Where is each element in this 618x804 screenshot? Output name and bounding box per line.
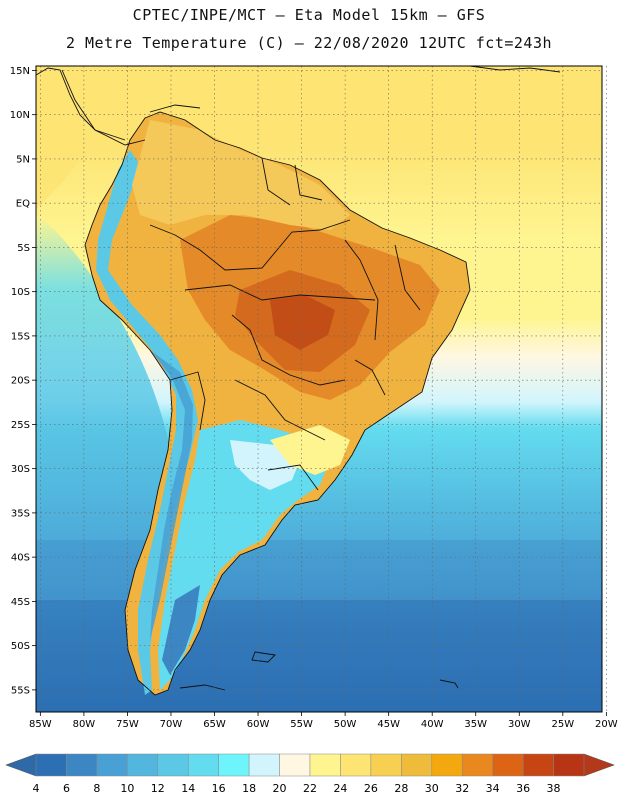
- lon-label: 50W: [334, 719, 357, 730]
- lat-label: EQ: [16, 199, 30, 210]
- central-america-coast: [35, 65, 561, 689]
- legend-swatch: [492, 753, 524, 777]
- legend-swatch: [279, 753, 311, 777]
- lat-label: 45S: [11, 597, 30, 608]
- lat-label: 10S: [11, 287, 30, 298]
- legend-value: 34: [486, 782, 500, 795]
- lat-label: 15S: [11, 331, 30, 342]
- legend-value: 8: [93, 782, 100, 795]
- legend-value: 6: [63, 782, 70, 795]
- country-borders: [61, 69, 471, 696]
- lon-label: 40W: [421, 719, 444, 730]
- lat-label: 35S: [11, 508, 30, 519]
- lat-label: 20S: [11, 376, 30, 387]
- lat-label: 15N: [10, 66, 30, 77]
- legend-value: 12: [151, 782, 165, 795]
- color-legend: 4 6 8 10 12 14 16 18 20 22 24 26 28 30 32 34 36 38: [5, 753, 615, 795]
- legend-value: 4: [33, 782, 40, 795]
- legend-value: 16: [212, 782, 226, 795]
- legend-swatch: [461, 753, 493, 777]
- lon-label: 55W: [290, 719, 313, 730]
- lon-label: 60W: [247, 719, 270, 730]
- legend-value: 30: [425, 782, 439, 795]
- lat-label: 10N: [10, 110, 30, 121]
- legend-swatch: [370, 753, 402, 777]
- lon-label: 20W: [595, 719, 618, 730]
- legend-swatch: [309, 753, 341, 777]
- legend-swatch: [66, 753, 98, 777]
- legend-value: 38: [547, 782, 561, 795]
- legend-value: 32: [455, 782, 469, 795]
- lon-label: 65W: [203, 719, 226, 730]
- legend-value: 36: [516, 782, 530, 795]
- lon-label: 85W: [29, 719, 52, 730]
- legend-swatch: [35, 753, 67, 777]
- lon-label: 75W: [116, 719, 139, 730]
- legend-swatch: [340, 753, 372, 777]
- legend-swatch: [522, 753, 554, 777]
- legend-value: 22: [303, 782, 317, 795]
- lat-label: 5N: [16, 154, 30, 165]
- lon-label: 35W: [464, 719, 487, 730]
- legend-value: 14: [181, 782, 195, 795]
- andes-cold-strip: [96, 150, 198, 695]
- lat-label: 55S: [11, 685, 30, 696]
- latitude-axis: 15N 10N 5N EQ 5S 10S 15S 20S 25S 30S 35S 40S 45S 50S 5…: [10, 66, 36, 696]
- lon-label: 25W: [552, 719, 575, 730]
- legend-swatch: [96, 753, 128, 777]
- legend-swatch: [157, 753, 189, 777]
- legend-swatch: [401, 753, 433, 777]
- legend-swatch: [127, 753, 159, 777]
- lon-label: 80W: [73, 719, 96, 730]
- lat-label: 25S: [11, 420, 30, 431]
- legend-swatch: [187, 753, 219, 777]
- longitude-axis: 85W 80W 75W 70W 65W 60W 55W 50W 45W 40W 35W 30W 25W 2…: [29, 712, 618, 730]
- title-line-2: 2 Metre Temperature (C) – 22/08/2020 12U…: [65, 34, 553, 52]
- temperature-field: [36, 66, 602, 712]
- lon-label: 45W: [377, 719, 400, 730]
- legend-swatch: [248, 753, 280, 777]
- legend-value: 24: [333, 782, 347, 795]
- lon-label: 70W: [160, 719, 183, 730]
- legend-swatch: [553, 753, 585, 777]
- legend-high-arrow: [583, 753, 615, 777]
- legend-value: 28: [394, 782, 408, 795]
- legend-value: 20: [273, 782, 287, 795]
- legend-value: 10: [120, 782, 134, 795]
- lat-label: 40S: [11, 553, 30, 564]
- title-line-1: CPTEC/INPE/MCT – Eta Model 15km – GFS: [132, 6, 486, 24]
- lat-label: 50S: [11, 641, 30, 652]
- legend-value: 18: [242, 782, 256, 795]
- legend-low-arrow: [5, 753, 37, 777]
- legend-value: 26: [364, 782, 378, 795]
- lat-label: 30S: [11, 464, 30, 475]
- legend-swatch: [431, 753, 463, 777]
- lon-label: 30W: [508, 719, 531, 730]
- lat-label: 5S: [17, 243, 30, 254]
- legend-swatch: [218, 753, 250, 777]
- map-frame: [35, 65, 603, 713]
